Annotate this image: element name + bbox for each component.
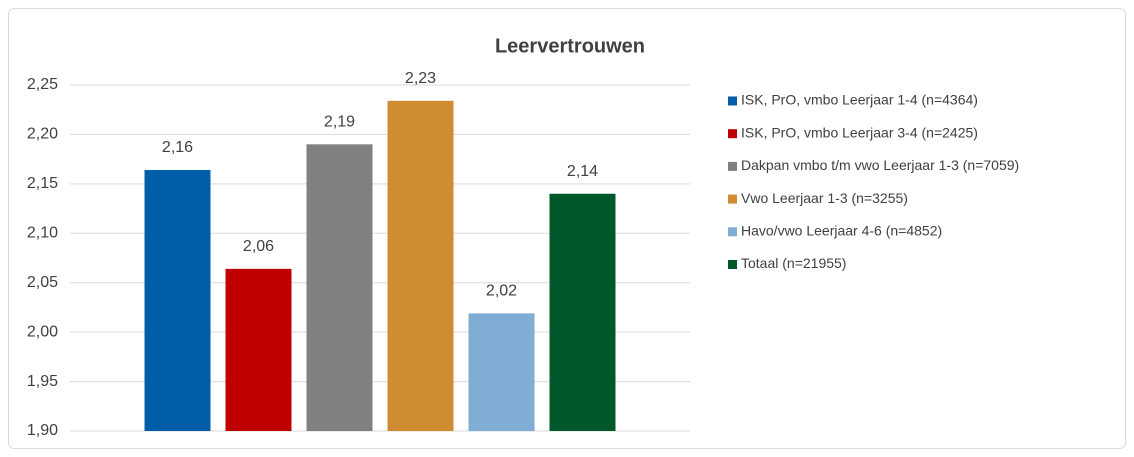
data-label: 2,14: [567, 163, 598, 180]
data-label: 2,02: [486, 283, 517, 300]
legend-swatch: [728, 96, 737, 106]
bar: [387, 100, 454, 432]
data-label: 2,19: [324, 114, 355, 131]
legend-swatch: [728, 161, 737, 171]
data-label: 2,16: [162, 139, 193, 156]
legend-label: ISK, PrO, vmbo Leerjaar 1-4 (n=4364): [741, 92, 978, 108]
y-tick-label: 2,20: [27, 126, 58, 143]
chart-title: Leervertrouwen: [495, 35, 645, 57]
legend-swatch: [728, 194, 737, 204]
legend-label: Havo/vwo Leerjaar 4-6 (n=4852): [741, 223, 942, 239]
bar: [549, 193, 616, 431]
legend-swatch: [728, 129, 737, 139]
legend-swatch: [728, 227, 737, 237]
bar: [306, 144, 373, 432]
legend-label: Totaal (n=21955): [741, 255, 846, 271]
legend-label: ISK, PrO, vmbo Leerjaar 3-4 (n=2425): [741, 124, 978, 140]
y-tick-label: 1,90: [27, 422, 58, 439]
y-tick-label: 2,15: [27, 175, 58, 192]
legend-label: Dakpan vmbo t/m vwo Leerjaar 1-3 (n=7059…: [741, 157, 1019, 173]
y-tick-label: 2,00: [27, 323, 58, 340]
data-label: 2,06: [243, 238, 274, 255]
legend-swatch: [728, 260, 737, 269]
y-tick-label: 2,25: [27, 76, 58, 93]
y-tick-label: 2,05: [27, 274, 58, 291]
bar: [468, 313, 535, 431]
legend-label: Vwo Leerjaar 1-3 (n=3255): [741, 190, 908, 206]
y-tick-label: 2,10: [27, 225, 58, 242]
bar: [144, 170, 211, 431]
bar: [225, 268, 292, 431]
y-tick-label: 1,95: [27, 373, 58, 390]
data-label: 2,23: [405, 70, 436, 87]
